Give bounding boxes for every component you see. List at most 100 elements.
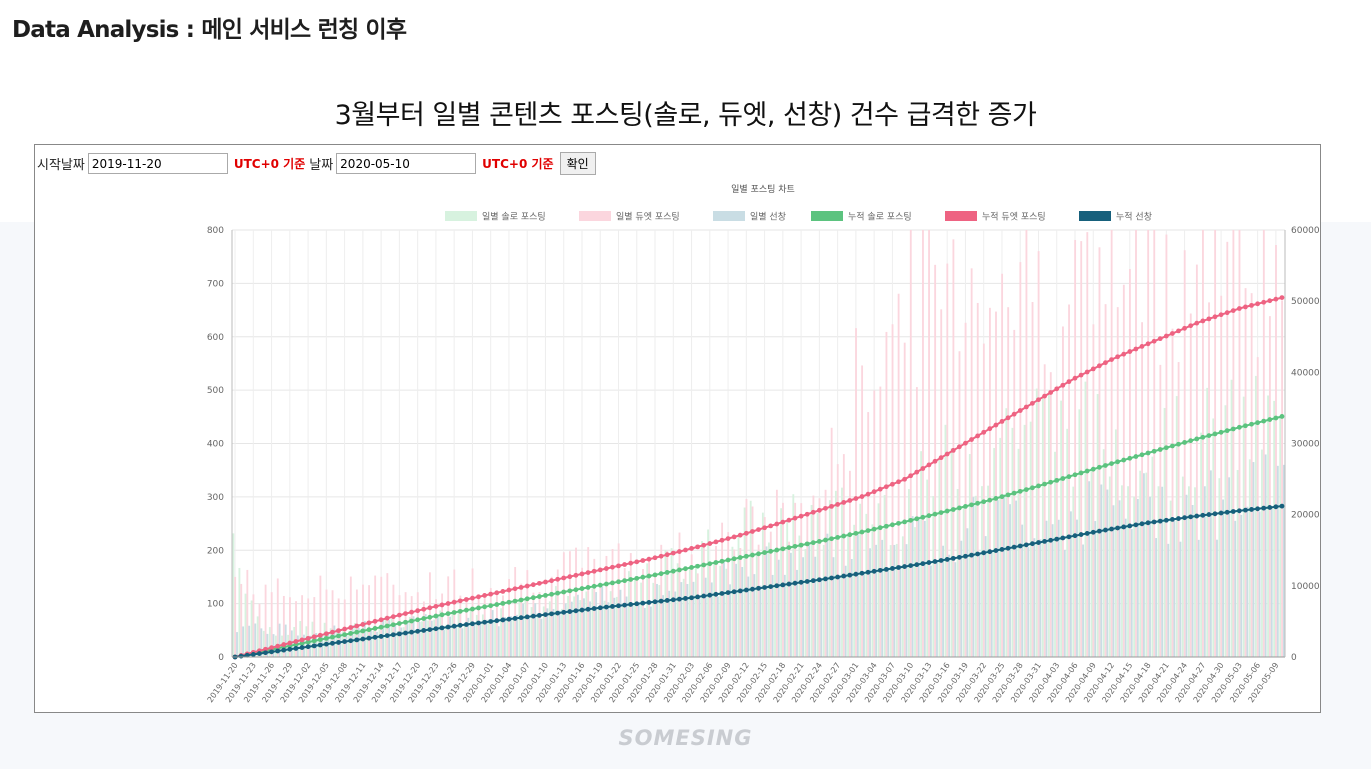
point-cum-prompt <box>670 597 676 603</box>
point-cum-duet <box>1230 308 1236 314</box>
bar-daily-prompt <box>528 617 531 657</box>
bar-daily-prompt <box>765 546 768 657</box>
point-cum-prompt <box>311 643 317 649</box>
point-cum-duet <box>695 544 701 550</box>
point-cum-duet <box>956 444 962 450</box>
bar-daily-solo <box>889 545 892 657</box>
point-cum-solo <box>1072 472 1078 478</box>
point-cum-solo <box>573 587 579 593</box>
bar-daily-solo <box>999 437 1002 657</box>
point-cum-duet <box>670 550 676 556</box>
bar-daily-prompt <box>1063 549 1066 657</box>
bar-daily-solo <box>597 606 600 657</box>
point-cum-prompt <box>603 604 609 610</box>
bar-daily-solo <box>1169 500 1172 657</box>
point-cum-solo <box>932 511 938 517</box>
start-date-input[interactable] <box>87 153 228 174</box>
point-cum-solo <box>1005 492 1011 498</box>
bar-daily-prompt <box>1191 504 1194 657</box>
bar-daily-duet <box>709 565 711 657</box>
point-cum-duet <box>536 580 542 586</box>
point-cum-duet <box>987 426 993 432</box>
bar-daily-prompt <box>449 616 451 657</box>
point-cum-duet <box>804 511 810 517</box>
bar-daily-solo <box>1218 478 1221 657</box>
bar-daily-duet <box>1268 316 1271 657</box>
bar-daily-prompt <box>637 602 640 657</box>
point-cum-solo <box>804 541 810 547</box>
point-cum-duet <box>396 612 402 618</box>
bar-daily-prompt <box>540 618 543 657</box>
point-cum-prompt <box>1236 508 1242 514</box>
bar-daily-duet <box>1043 364 1046 657</box>
bar-daily-prompt <box>1082 544 1084 657</box>
bar-daily-solo <box>366 628 369 657</box>
bar-daily-prompt <box>479 621 482 657</box>
bar-daily-prompt <box>643 607 646 657</box>
bar-daily-prompt <box>814 556 817 657</box>
bar-daily-duet <box>946 263 949 657</box>
point-cum-duet <box>1023 404 1029 410</box>
point-cum-solo <box>1036 483 1041 489</box>
point-cum-duet <box>1078 372 1084 378</box>
point-cum-duet <box>1188 323 1194 329</box>
point-cum-duet <box>311 634 317 640</box>
point-cum-prompt <box>743 587 749 593</box>
bar-daily-solo <box>530 607 533 657</box>
point-cum-duet <box>774 521 780 527</box>
point-cum-solo <box>1011 490 1017 496</box>
end-utc-label: UTC+0 기준 <box>482 157 554 171</box>
point-cum-solo <box>610 580 615 586</box>
chart-frame: 일별 포스팅 차트 일별 솔로 포스팅 일별 듀엣 포스팅 일별 선창 누적 솔로 포스… <box>34 144 1321 713</box>
point-cum-prompt <box>664 598 670 603</box>
point-cum-solo <box>567 588 573 594</box>
bar-daily-duet <box>1025 230 1028 657</box>
point-cum-solo <box>409 618 414 624</box>
point-cum-prompt <box>579 607 585 613</box>
bar-daily-prompt <box>303 634 305 657</box>
point-cum-duet <box>689 546 694 551</box>
point-cum-solo <box>1066 474 1072 480</box>
bar-daily-solo <box>926 479 929 657</box>
bar-daily-solo <box>238 567 241 657</box>
bar-daily-prompt <box>990 550 993 657</box>
point-cum-solo <box>354 629 360 635</box>
bar-daily-prompt <box>1015 500 1018 657</box>
bar-daily-duet <box>885 331 888 657</box>
point-cum-duet <box>926 462 932 468</box>
point-cum-prompt <box>652 599 658 605</box>
point-cum-prompt <box>549 611 554 617</box>
point-cum-solo <box>1279 414 1285 419</box>
point-cum-solo <box>658 571 664 577</box>
bar-daily-solo <box>768 542 770 657</box>
bar-daily-prompt <box>339 632 342 657</box>
confirm-button[interactable]: 확인 <box>559 152 596 175</box>
bar-daily-duet <box>295 601 297 657</box>
point-cum-solo <box>378 624 384 630</box>
point-cum-prompt <box>1017 543 1023 549</box>
end-date-input[interactable] <box>336 153 477 174</box>
bar-daily-solo <box>634 579 636 657</box>
bar-daily-duet <box>441 593 444 657</box>
point-cum-solo <box>841 533 847 539</box>
point-cum-solo <box>1236 424 1242 430</box>
bar-daily-solo <box>822 544 825 657</box>
bar-daily-duet <box>915 387 918 657</box>
point-cum-duet <box>914 469 920 475</box>
bar-daily-solo <box>1273 400 1276 657</box>
bar-daily-solo <box>1175 396 1178 657</box>
point-cum-duet <box>743 530 749 536</box>
point-cum-prompt <box>287 646 293 652</box>
bar-daily-solo <box>567 595 570 657</box>
point-cum-prompt <box>658 598 664 604</box>
bar-daily-solo <box>1230 379 1233 657</box>
bar-daily-prompt <box>668 590 671 657</box>
point-cum-duet <box>640 558 646 563</box>
bar-daily-prompt <box>1240 514 1243 657</box>
bar-daily-duet <box>751 506 754 657</box>
bar-daily-duet <box>696 573 699 657</box>
bar-daily-duet <box>325 589 328 657</box>
bar-daily-duet <box>447 576 450 657</box>
point-cum-duet <box>950 448 956 453</box>
